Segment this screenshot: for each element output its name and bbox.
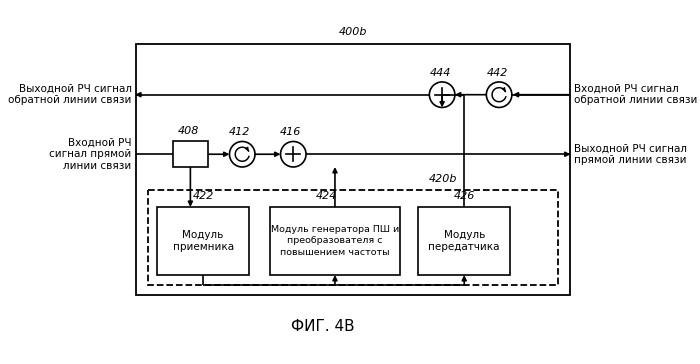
Bar	[158, 207, 249, 275]
Text: Модуль
приемника: Модуль приемника	[173, 230, 234, 252]
Text: Модуль
передатчика: Модуль передатчика	[428, 230, 500, 252]
Text: 422: 422	[193, 191, 214, 201]
Text: Входной РЧ
сигнал прямой
линии связи: Входной РЧ сигнал прямой линии связи	[50, 138, 132, 171]
Text: 420b: 420b	[429, 174, 457, 184]
Text: Выходной РЧ сигнал
обратной линии связи: Выходной РЧ сигнал обратной линии связи	[8, 84, 132, 106]
Text: 408: 408	[178, 126, 200, 135]
Bar	[172, 142, 208, 167]
Bar	[419, 207, 510, 275]
Text: ФИГ. 4В: ФИГ. 4В	[291, 318, 355, 333]
Text: Модуль генератора ПШ и
преобразователя с
повышением частоты: Модуль генератора ПШ и преобразователя с…	[271, 225, 399, 257]
Text: Входной РЧ сигнал
обратной линии связи: Входной РЧ сигнал обратной линии связи	[574, 84, 697, 106]
Bar	[148, 190, 558, 285]
Text: Выходной РЧ сигнал
прямой линии связи: Выходной РЧ сигнал прямой линии связи	[574, 143, 687, 165]
Text: 416: 416	[280, 127, 302, 137]
Bar	[136, 44, 570, 294]
Text: 444: 444	[430, 68, 451, 78]
Text: 442: 442	[486, 68, 508, 78]
Text: 412: 412	[229, 127, 251, 137]
Text: 426: 426	[454, 191, 475, 201]
Text: 424: 424	[316, 191, 337, 201]
Bar	[270, 207, 400, 275]
Text: 400b: 400b	[339, 27, 367, 37]
